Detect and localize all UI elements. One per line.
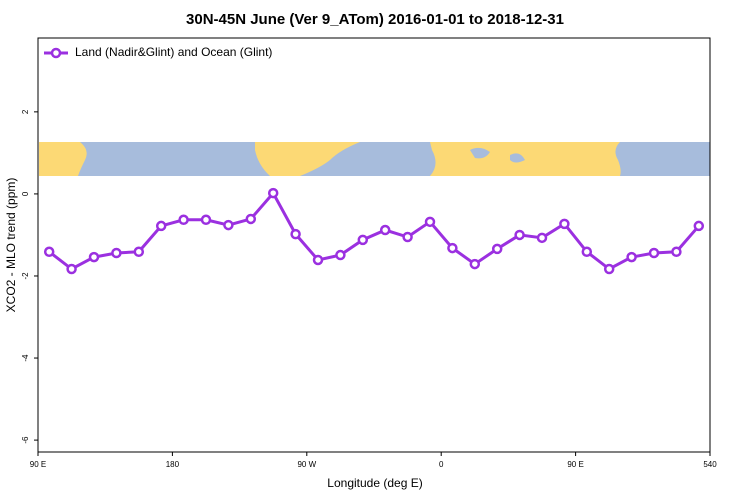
data-point xyxy=(536,232,548,244)
y-tick-label: -2 xyxy=(21,272,30,280)
data-point xyxy=(693,220,705,232)
x-tick-label: 180 xyxy=(166,460,180,469)
x-tick-label: 540 xyxy=(703,460,717,469)
data-point xyxy=(447,242,458,254)
data-point xyxy=(357,234,369,246)
data-point xyxy=(111,247,122,259)
data-point xyxy=(290,228,301,240)
data-point xyxy=(312,254,324,266)
x-tick-label: 90 E xyxy=(30,460,46,469)
data-point xyxy=(379,224,391,236)
y-tick-label: -6 xyxy=(21,436,30,444)
y-tick-label: 0 xyxy=(21,191,30,196)
data-line xyxy=(48,190,700,271)
data-point xyxy=(514,229,525,241)
data-point xyxy=(88,251,100,263)
y-tick-label: -4 xyxy=(21,354,30,362)
data-point xyxy=(581,246,593,258)
legend-marker xyxy=(50,47,62,59)
data-point xyxy=(335,249,346,261)
chart-title: 30N-45N June (Ver 9_ATom) 2016-01-01 to … xyxy=(186,11,564,28)
y-axis-label: XCO2 - MLO trend (ppm) xyxy=(4,178,18,313)
data-point xyxy=(223,219,234,231)
map-band xyxy=(39,142,710,176)
data-point xyxy=(671,246,682,258)
x-tick-label: 0 xyxy=(439,460,444,469)
data-point xyxy=(133,246,145,258)
legend-label: Land (Nadir&Glint) and Ocean (Glint) xyxy=(75,45,272,59)
data-point xyxy=(469,258,481,270)
data-point xyxy=(267,187,279,199)
x-tick-label: 90 E xyxy=(567,460,583,469)
data-point xyxy=(402,231,413,243)
data-point xyxy=(648,247,660,259)
data-point xyxy=(559,218,570,230)
data-point xyxy=(43,246,55,258)
x-axis-label: Longitude (deg E) xyxy=(327,476,422,490)
data-point xyxy=(491,243,503,255)
plot-frame xyxy=(37,37,711,453)
x-tick-label: 90 W xyxy=(297,460,316,469)
data-point xyxy=(626,251,637,263)
data-point xyxy=(66,263,77,275)
data-point xyxy=(200,214,212,226)
data-point xyxy=(424,216,436,228)
data-point xyxy=(245,213,257,225)
y-tick-label: 2 xyxy=(21,109,30,114)
data-point xyxy=(155,220,167,232)
data-point xyxy=(178,214,189,226)
data-point xyxy=(603,263,615,275)
